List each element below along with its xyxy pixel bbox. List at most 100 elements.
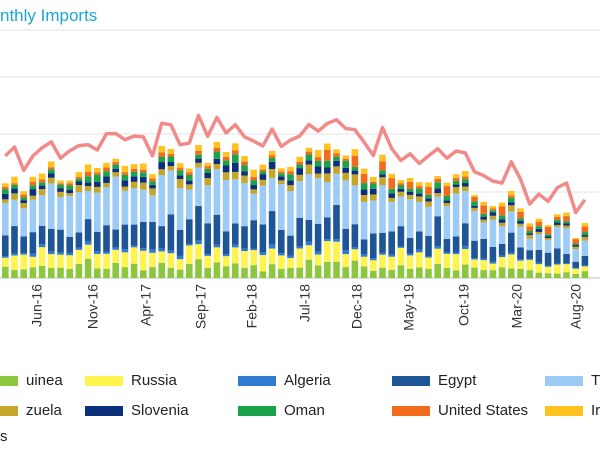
bar-segment bbox=[268, 177, 276, 212]
bar-segment bbox=[305, 147, 313, 152]
bar-segment bbox=[397, 246, 405, 248]
bar-segment bbox=[140, 248, 147, 251]
bar-segment bbox=[11, 176, 18, 184]
x-tick-label: Jul-18 bbox=[297, 284, 313, 322]
bar-segment bbox=[305, 151, 313, 155]
bar-segment bbox=[278, 268, 285, 278]
bar-segment bbox=[480, 260, 487, 271]
bar-segment bbox=[452, 187, 460, 194]
bar-segment bbox=[296, 168, 303, 175]
bar-segment bbox=[324, 149, 331, 161]
bar-segment bbox=[462, 191, 469, 224]
x-tick-label: Oct-19 bbox=[456, 284, 472, 326]
bar-segment bbox=[11, 184, 18, 189]
bar-stacks bbox=[2, 141, 589, 278]
bar-segment bbox=[416, 188, 423, 194]
bar-segment bbox=[2, 266, 9, 278]
bar-segment bbox=[406, 181, 414, 189]
bar-segment bbox=[452, 252, 460, 255]
bar-segment bbox=[11, 255, 18, 270]
bar-segment bbox=[84, 182, 92, 187]
bar-segment bbox=[342, 180, 349, 229]
bar-segment bbox=[563, 221, 570, 224]
legend-label: Trin bbox=[591, 372, 600, 389]
bar-segment bbox=[204, 255, 211, 268]
bar-segment bbox=[94, 181, 101, 187]
bar-segment bbox=[130, 176, 138, 182]
bar-segment bbox=[213, 164, 221, 170]
bar-segment bbox=[140, 182, 147, 190]
bar-segment bbox=[130, 224, 138, 246]
bar-segment bbox=[140, 163, 147, 170]
bar-segment bbox=[250, 220, 257, 249]
bar-segment bbox=[121, 174, 129, 181]
bar-segment bbox=[443, 252, 451, 254]
bar-segment bbox=[342, 254, 349, 268]
bar-segment bbox=[526, 258, 533, 260]
bar-segment bbox=[94, 253, 101, 269]
bar-segment bbox=[554, 219, 561, 223]
bar-segment bbox=[112, 176, 119, 230]
bar-segment bbox=[186, 172, 193, 175]
bar-segment bbox=[94, 192, 101, 232]
bar-segment bbox=[425, 194, 432, 199]
bar-segment bbox=[406, 188, 414, 192]
bar-segment bbox=[471, 259, 478, 268]
bar-segment bbox=[259, 171, 267, 175]
legend-swatch bbox=[238, 375, 276, 386]
legend-swatch bbox=[392, 375, 430, 386]
bar-segment bbox=[416, 182, 423, 187]
bar-segment bbox=[443, 200, 451, 204]
bar-segment bbox=[75, 185, 83, 193]
bar-segment bbox=[57, 188, 64, 192]
bar-segment bbox=[425, 257, 432, 269]
bar-segment bbox=[397, 185, 405, 189]
legend-swatch bbox=[85, 405, 123, 416]
bar-segment bbox=[259, 224, 267, 253]
bar-segment bbox=[379, 154, 386, 162]
bar-segment bbox=[149, 252, 156, 268]
bar-segment bbox=[241, 267, 248, 278]
bar-segment bbox=[554, 264, 561, 274]
legend-label: Algeria bbox=[284, 372, 331, 389]
bar-segment bbox=[462, 245, 469, 249]
bar-segment bbox=[204, 166, 211, 169]
bar-segment bbox=[462, 183, 469, 187]
bar-segment bbox=[84, 176, 92, 183]
bar-segment bbox=[103, 167, 110, 172]
bar-segment bbox=[2, 202, 9, 236]
legend-label: United States bbox=[438, 402, 529, 419]
bar-segment bbox=[186, 219, 193, 244]
bar-segment bbox=[278, 184, 285, 231]
bar-segment bbox=[462, 248, 469, 265]
bar-segment bbox=[278, 171, 285, 174]
bar-segment bbox=[425, 182, 432, 187]
bar-segment bbox=[508, 232, 515, 253]
bar-segment bbox=[213, 158, 221, 165]
legend-label: Iran bbox=[591, 402, 600, 419]
bar-segment bbox=[452, 236, 460, 253]
bar-segment bbox=[186, 180, 193, 185]
bar-segment bbox=[370, 270, 377, 278]
bar-segment bbox=[20, 254, 27, 270]
bar-segment bbox=[57, 252, 64, 255]
bar-segment bbox=[20, 191, 27, 195]
bar-segment bbox=[241, 175, 248, 184]
bar-segment bbox=[471, 207, 478, 211]
bar-segment bbox=[471, 201, 478, 206]
x-tick-label: Feb-18 bbox=[244, 284, 260, 329]
bar-segment bbox=[360, 256, 368, 267]
bar-segment bbox=[563, 228, 570, 255]
bar-segment bbox=[443, 186, 451, 197]
bar-segment bbox=[425, 268, 432, 278]
legend-swatch bbox=[0, 375, 18, 386]
bar-segment bbox=[443, 267, 451, 278]
bar-segment bbox=[84, 186, 92, 191]
legend-item: Iran bbox=[545, 402, 600, 419]
bar-segment bbox=[29, 185, 37, 190]
bar-segment bbox=[425, 206, 432, 236]
bar-segment bbox=[250, 248, 257, 251]
bar-segment bbox=[176, 230, 184, 256]
bar-segment bbox=[75, 249, 83, 264]
bar-segment bbox=[84, 258, 92, 278]
